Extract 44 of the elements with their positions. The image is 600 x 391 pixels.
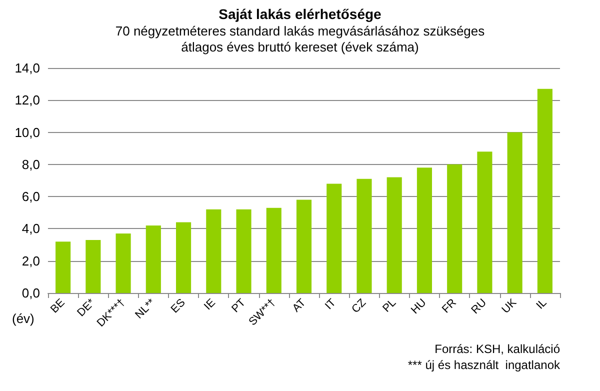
bar [356, 178, 372, 293]
x-tick-label: IE [202, 296, 218, 313]
bar [176, 222, 192, 293]
x-tick-label: AT [290, 296, 308, 315]
bar [296, 200, 312, 293]
x-tick-label: IL [534, 296, 550, 312]
y-tick-label: 8,0 [22, 156, 40, 172]
chart-subtitle: 70 négyzetméteres standard lakás megvásárlásához szükséges átlagos éves bruttó kereset (évek száma) [115, 24, 486, 54]
bar [116, 234, 131, 293]
chart-title: Saját lakás elérhetősége [218, 6, 382, 22]
x-tick-label: FR [440, 296, 459, 316]
y-tick-label: 0,0 [22, 286, 40, 300]
y-tick-label: 2,0 [22, 253, 40, 268]
x-tick-label: PL [380, 296, 399, 315]
bar [507, 132, 522, 293]
y-tick-label: 10,0 [14, 124, 40, 140]
bar [477, 152, 492, 293]
bar [447, 164, 462, 293]
y-axis-title: (év) [12, 311, 34, 326]
x-tick-label: PT [230, 296, 248, 316]
text: Forrás: KSH, kalkuláció [434, 342, 560, 356]
bar [56, 242, 71, 293]
bar [326, 184, 342, 293]
x-tick-label: UK [500, 296, 520, 316]
y-tick-label: 6,0 [22, 189, 40, 204]
y-tick-label: 14,0 [14, 60, 40, 76]
bar [266, 208, 282, 293]
x-tick-label: CZ [350, 296, 369, 316]
bar [236, 209, 252, 293]
x-tick-label: RU [469, 296, 489, 316]
y-tick-label: 12,0 [14, 92, 40, 108]
x-tick-label: DE* [75, 296, 98, 320]
bar [86, 240, 101, 293]
bar [386, 177, 402, 293]
x-tick-label: BE [48, 296, 68, 316]
x-tick-label: IT [322, 296, 339, 312]
text: *** új és használt ingatlanok [408, 358, 561, 372]
bar [206, 209, 222, 293]
x-tick-label: HU [409, 296, 429, 316]
x-tick-label: ES [168, 296, 188, 316]
bar [537, 88, 552, 293]
bar [146, 226, 161, 293]
bar [416, 168, 432, 293]
y-tick-label: 4,0 [22, 221, 40, 236]
